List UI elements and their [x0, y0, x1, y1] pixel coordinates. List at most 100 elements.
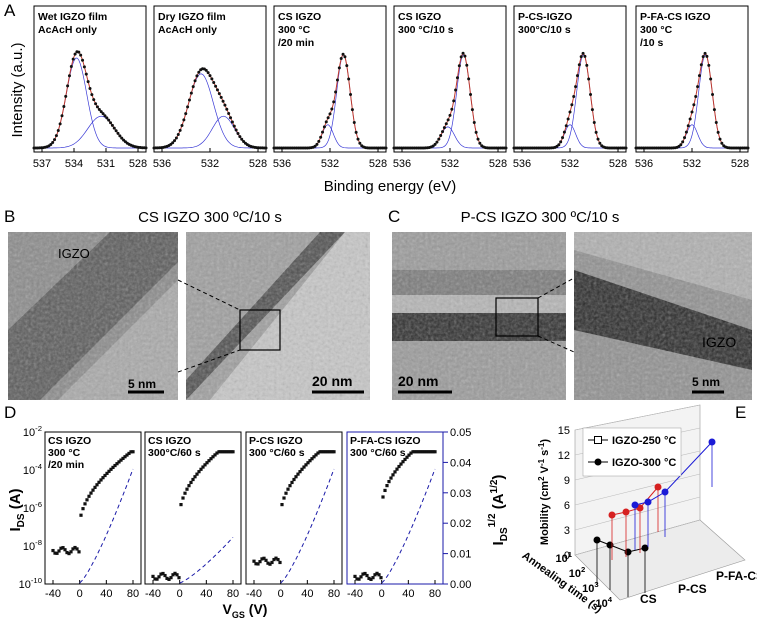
data-point: [118, 134, 122, 138]
image-annotation: IGZO: [58, 246, 90, 261]
data-point: [469, 92, 473, 96]
data-point: [577, 63, 581, 67]
data-point: [123, 455, 127, 459]
sqrt-curve: [79, 468, 134, 584]
data-point: [95, 483, 99, 487]
tick-base: 10: [582, 583, 594, 595]
title-line: 300 °C/60 s: [350, 447, 406, 459]
y2-axis-label: IDS1/2 (A1/2): [487, 475, 510, 546]
x-tick-label: 103: [582, 580, 599, 595]
data-point: [182, 118, 186, 122]
data-point: [608, 511, 616, 519]
y-tick-label: 10-4: [23, 462, 43, 477]
data-point: [77, 50, 81, 54]
data-point: [358, 141, 362, 145]
data-point: [73, 545, 77, 550]
data-point: [661, 488, 669, 496]
data-point: [561, 136, 565, 140]
data-point: [185, 487, 189, 491]
data-point: [308, 459, 312, 463]
data-point: [373, 573, 377, 577]
scale-bar-label: 20 nm: [398, 373, 438, 389]
title-line: Wet IGZO film: [38, 11, 107, 23]
data-point: [234, 128, 238, 132]
data-point: [186, 105, 190, 109]
x-tick-label: 0: [278, 588, 284, 600]
data-point: [379, 576, 383, 580]
data-point: [389, 476, 393, 480]
data-point: [598, 141, 602, 145]
title-line: CS IGZO: [48, 435, 91, 447]
data-point: [322, 450, 326, 454]
x-tick-label: 537: [33, 158, 51, 170]
x-tick-label: 40: [200, 588, 212, 600]
data-point: [232, 124, 236, 128]
tick-base: 10: [23, 465, 35, 477]
data-point: [419, 450, 423, 454]
data-point: [151, 574, 155, 578]
title-line: CS IGZO: [398, 11, 441, 23]
data-point: [391, 473, 395, 477]
data-point: [77, 550, 81, 554]
data-point: [204, 68, 208, 72]
data-point: [57, 549, 61, 553]
data-point: [92, 98, 96, 102]
data-point: [354, 130, 358, 134]
panel-title: P-CS IGZO 300 ºC/10 s: [461, 209, 620, 226]
label-part: -1: [537, 458, 546, 466]
data-point: [326, 450, 330, 454]
data-point: [221, 99, 225, 103]
data-point: [187, 98, 191, 102]
sqrt-curve: [381, 468, 436, 584]
title-line: 300 °C/60 s: [249, 447, 305, 459]
data-point: [570, 103, 574, 107]
data-point: [159, 572, 163, 576]
data-point: [217, 450, 221, 454]
z-tick-label: 0: [564, 550, 570, 562]
x-tick-label: 536: [635, 158, 653, 170]
data-point: [54, 134, 58, 138]
data-point: [84, 72, 88, 76]
data-point: [572, 94, 576, 98]
data-point: [330, 107, 334, 111]
data-point: [177, 576, 181, 580]
data-point: [87, 494, 91, 498]
data-point: [71, 547, 75, 551]
data-point: [189, 480, 193, 485]
data-point: [417, 450, 421, 454]
data-point: [437, 137, 441, 141]
data-point: [746, 146, 750, 150]
x-tick-label: 40: [301, 588, 313, 600]
tick-exponent: 2: [581, 565, 585, 574]
data-point: [371, 576, 375, 580]
data-point: [53, 551, 57, 555]
x-tick-label: 80: [127, 588, 139, 600]
x-tick-label: 101: [555, 550, 572, 565]
data-point: [298, 470, 302, 474]
data-point: [594, 130, 598, 134]
data-point: [109, 467, 113, 471]
data-point: [363, 571, 367, 576]
legend-marker: [594, 436, 602, 444]
data-point: [219, 95, 223, 99]
data-point: [441, 130, 445, 134]
data-point: [435, 140, 439, 144]
scale-bar-label: 5 nm: [692, 375, 720, 389]
data-point: [213, 453, 217, 457]
label-part: Mobility (cm: [539, 481, 551, 545]
data-point: [705, 54, 709, 58]
data-point: [103, 114, 107, 118]
data-point: [203, 463, 207, 467]
data-point: [718, 137, 722, 141]
tem-image: [186, 232, 370, 400]
data-point: [187, 484, 191, 488]
data-point: [624, 548, 632, 556]
data-point: [692, 103, 696, 107]
data-point: [439, 134, 443, 138]
data-point: [431, 450, 435, 454]
x-tick-label: 102: [569, 565, 586, 580]
data-point: [127, 451, 131, 456]
data-point: [596, 137, 600, 141]
data-point: [318, 450, 322, 454]
